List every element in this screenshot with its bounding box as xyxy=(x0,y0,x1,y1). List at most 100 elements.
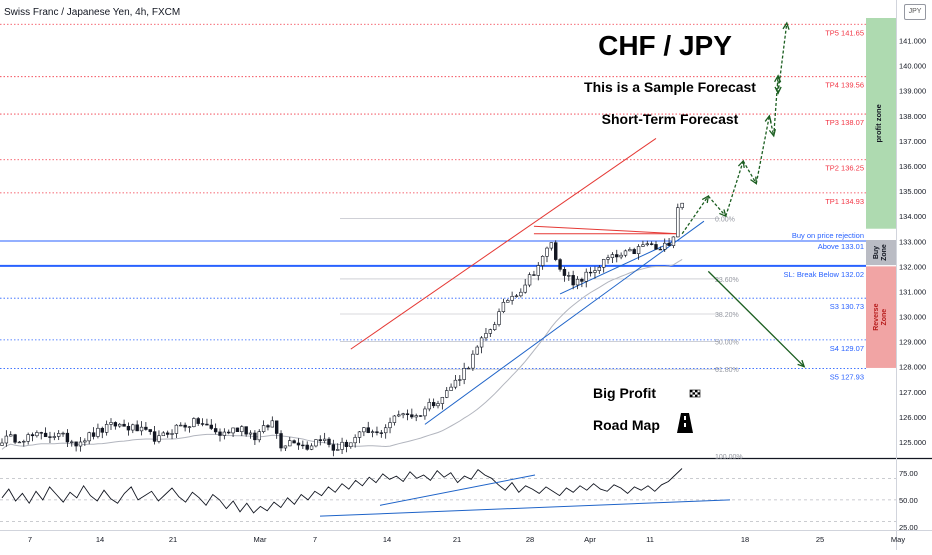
candle-up xyxy=(231,427,235,434)
candle-up xyxy=(87,432,91,442)
candle-up xyxy=(619,254,623,258)
forecast-arrow xyxy=(725,159,745,217)
candle-up xyxy=(475,346,479,355)
candle-down xyxy=(410,414,414,418)
candle-down xyxy=(331,444,336,451)
candle-up xyxy=(139,426,144,432)
candle-up xyxy=(506,300,510,303)
price-tick-label: 129.000 xyxy=(899,338,926,347)
candle-up xyxy=(401,413,405,416)
candle-up xyxy=(118,423,122,427)
candle-down xyxy=(39,432,43,434)
candle-up xyxy=(514,295,519,297)
candle-down xyxy=(279,433,283,449)
candle-up xyxy=(601,259,606,268)
candle-up xyxy=(597,267,602,271)
candle-down xyxy=(209,424,213,429)
fib-label: 38.20% xyxy=(715,312,739,319)
candle-down xyxy=(532,274,536,276)
candle-up xyxy=(392,415,397,423)
trendlines xyxy=(350,137,705,425)
time-tick-label: 21 xyxy=(169,535,177,544)
candle-up xyxy=(314,439,318,447)
candle-up xyxy=(70,441,74,443)
candle-up xyxy=(261,425,266,433)
candle-up xyxy=(606,257,610,260)
time-tick-label: 28 xyxy=(526,535,534,544)
price-tick-label: 133.000 xyxy=(899,237,926,246)
price-tick-label: 135.000 xyxy=(899,187,926,196)
reverse-zone xyxy=(866,266,896,368)
level-label: TP5 141.65 xyxy=(825,28,864,37)
candle-up xyxy=(510,296,514,301)
price-tick-label: 136.000 xyxy=(899,162,926,171)
arrow-shaft xyxy=(725,160,744,217)
candle-up xyxy=(540,255,545,266)
currency-badge[interactable]: JPY xyxy=(904,4,926,20)
candle-down xyxy=(318,439,322,441)
candle-up xyxy=(536,265,540,276)
level-label: S5 127.93 xyxy=(830,372,864,381)
level-label: TP2 136.25 xyxy=(825,164,864,173)
time-tick-label: 7 xyxy=(313,535,317,544)
forecast-arrow xyxy=(755,114,772,184)
level-label: TP1 134.93 xyxy=(825,197,864,206)
moving-average xyxy=(1,258,683,450)
candle-up xyxy=(680,202,684,208)
time-tick-label: 14 xyxy=(96,535,104,544)
profit-zone xyxy=(866,18,896,229)
candle-down xyxy=(366,427,370,433)
forecast-arrows xyxy=(681,21,806,368)
rsi-tick-label: 50.00 xyxy=(899,496,918,505)
candle-up xyxy=(283,445,288,449)
candle-down xyxy=(152,431,157,442)
price-tick-label: 141.000 xyxy=(899,37,926,46)
price-axis: 125.000 126.000 127.000 128.000 129.000 130.0… xyxy=(899,37,926,447)
candle-up xyxy=(170,433,174,435)
checkered-flag-icon xyxy=(689,389,701,398)
candle-down xyxy=(13,434,17,443)
candle-up xyxy=(488,329,493,334)
candle-up xyxy=(56,433,61,437)
candle-up xyxy=(423,408,427,417)
rsi-line xyxy=(1,468,683,514)
forecast-subtitle-2: Short-Term Forecast xyxy=(602,111,739,127)
candle-down xyxy=(667,242,671,246)
candle-up xyxy=(192,418,196,428)
candle-up xyxy=(523,284,527,293)
candle-up xyxy=(0,442,4,446)
price-tick-label: 140.000 xyxy=(899,62,926,71)
rsi-pane: 25.00 50.00 75.00 xyxy=(0,468,918,532)
candle-down xyxy=(562,269,567,276)
candle-down xyxy=(375,431,379,434)
time-tick-label: Apr xyxy=(584,535,596,544)
price-tick-label: 138.000 xyxy=(899,112,926,121)
reverse-arrow xyxy=(707,270,806,368)
candle-up xyxy=(322,438,327,441)
candle-up xyxy=(462,367,466,380)
candle-down xyxy=(658,248,663,251)
candle-up xyxy=(671,236,676,246)
candle-up xyxy=(17,441,22,444)
price-tick-label: 134.000 xyxy=(899,212,926,221)
candle-up xyxy=(240,426,244,432)
candle-down xyxy=(135,424,139,432)
candles xyxy=(0,202,684,457)
candle-up xyxy=(370,431,375,433)
candle-up xyxy=(453,379,458,388)
rsi-trendline xyxy=(319,499,731,517)
big-profit-label: Big Profit xyxy=(593,385,656,401)
time-tick-label: 25 xyxy=(816,535,824,544)
arrow-shaft xyxy=(707,270,805,368)
candle-up xyxy=(179,424,183,427)
candle-up xyxy=(383,427,388,434)
candle-down xyxy=(327,438,331,445)
price-tick-label: 131.000 xyxy=(899,287,926,296)
candle-up xyxy=(636,246,641,255)
candle-up xyxy=(593,270,597,273)
candle-down xyxy=(235,427,240,432)
candle-down xyxy=(244,426,248,435)
